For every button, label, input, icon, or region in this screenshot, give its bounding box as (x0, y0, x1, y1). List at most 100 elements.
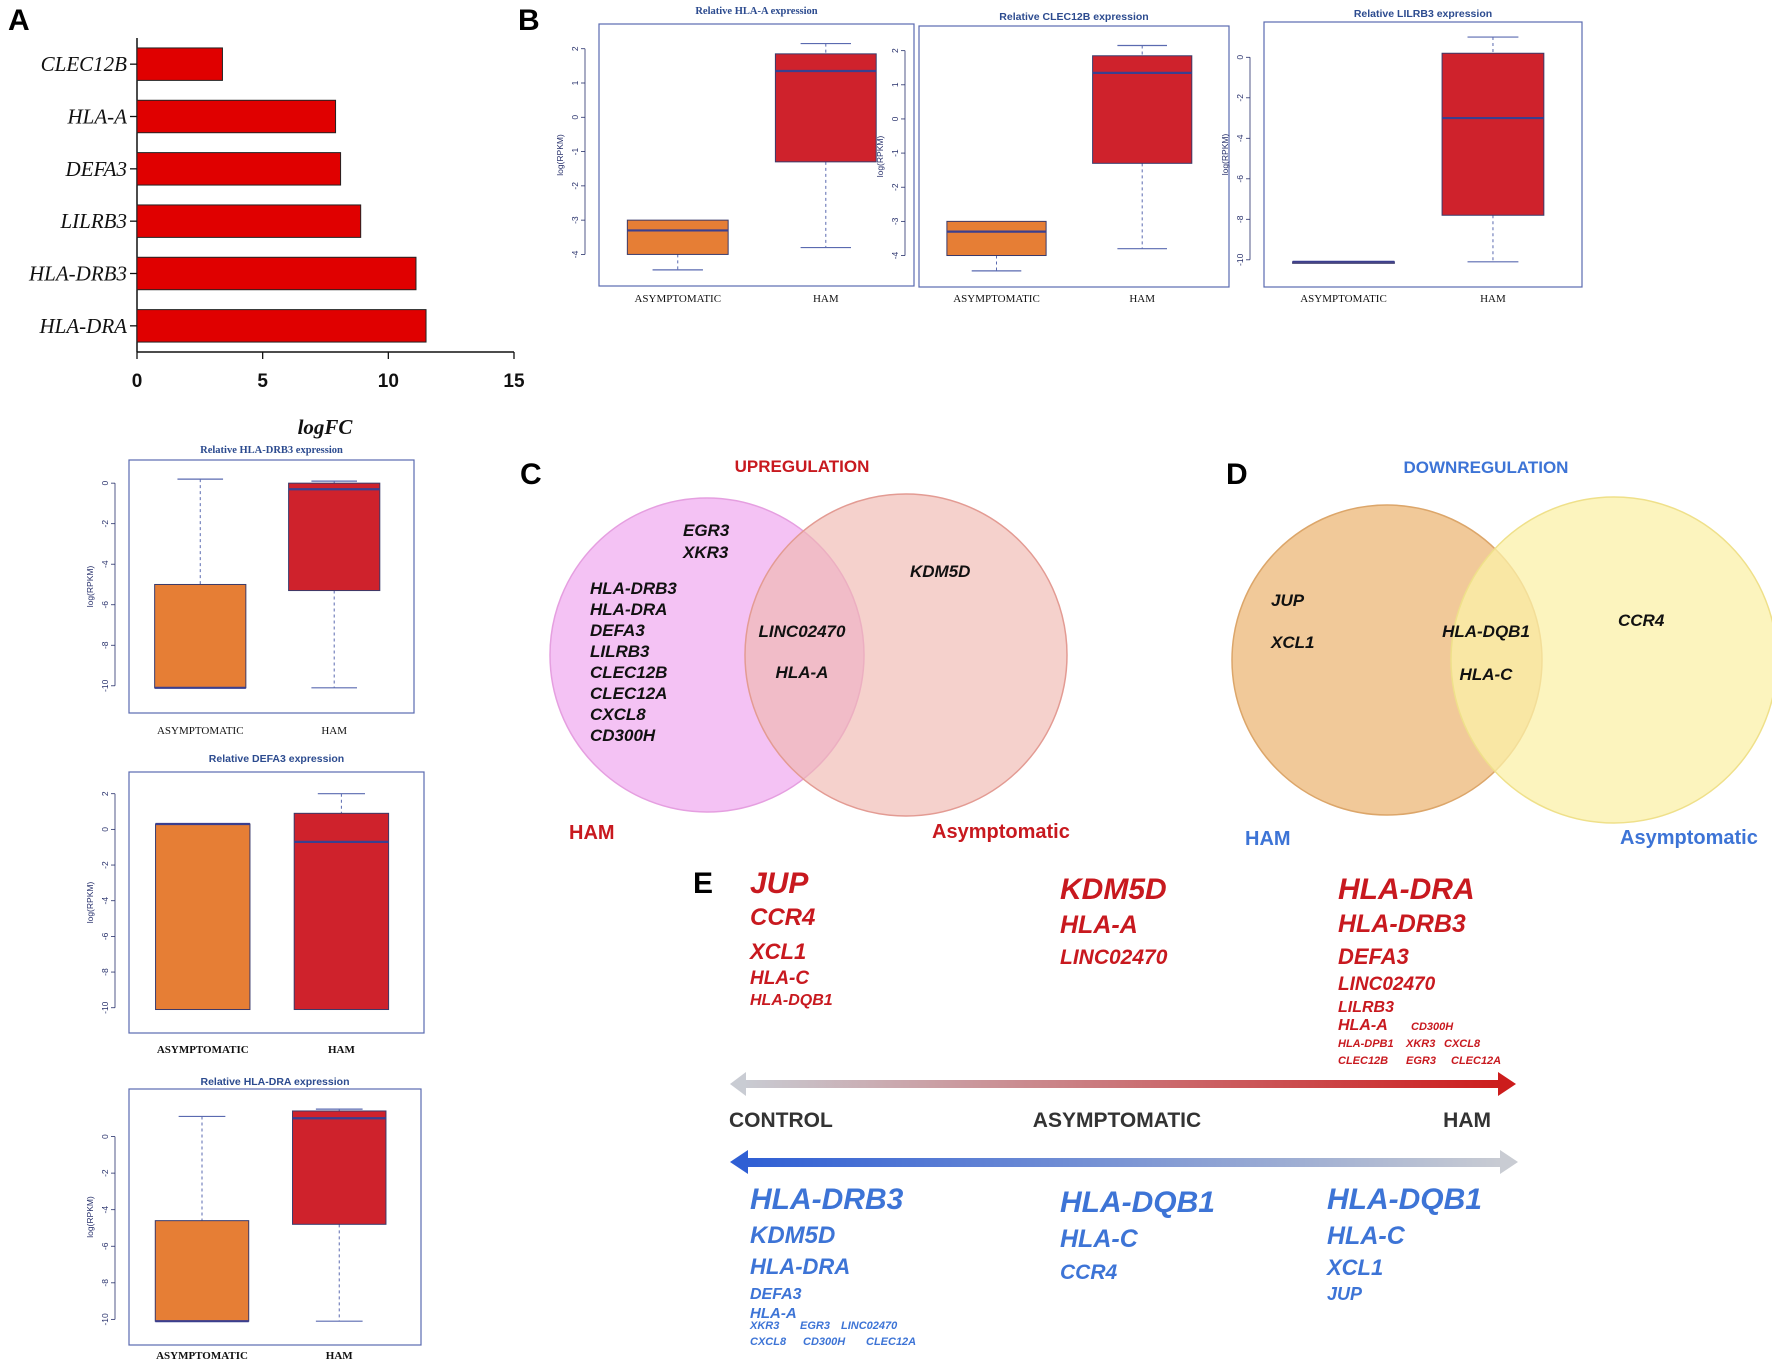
boxplot-ytick-label: -6 (100, 601, 110, 609)
e-up-ham-small-clec12b-5: CLEC12B (1338, 1055, 1388, 1067)
boxplot-ytick-label: -10 (1235, 253, 1245, 266)
bar-xtick-label: 0 (132, 371, 143, 392)
e-up-control-hla-c-3: HLA-C (750, 968, 809, 989)
e-up-control-ccr4-1: CCR4 (750, 904, 815, 931)
boxplot-y-axis-title: log(RPKM) (555, 134, 565, 176)
venn-downregulation: DOWNREGULATION HAM Asymptomatic JUPXCL1 … (1231, 458, 1772, 850)
boxplot-ytick-label: 0 (100, 481, 110, 486)
boxplot-title: Relative LILRB3 expression (1354, 8, 1492, 20)
box-asymptomatic-body (154, 583, 247, 689)
venn-c-ham-label: HAM (569, 822, 615, 844)
bar-label-hla-dra: HLA-DRA (39, 314, 128, 338)
e-down-asym-hla-c-1: HLA-C (1060, 1225, 1139, 1253)
e-up-control-jup-0: JUP (750, 867, 809, 900)
venn-d-asym-circle (1450, 496, 1772, 824)
box-asymptomatic-label: ASYMPTOMATIC (634, 293, 721, 305)
venn-c-gene-cxcl8-6: CXCL8 (590, 705, 646, 724)
e-down-control-small-clec12a-5: CLEC12A (866, 1336, 916, 1348)
box-ham-label: HAM (813, 293, 839, 305)
boxplot-ytick-label: -8 (100, 641, 110, 649)
boxplot-frame (918, 25, 1230, 288)
boxplot-title: Relative HLA-A expression (695, 6, 817, 17)
box-ham-body (288, 482, 381, 592)
e-down-ham-xcl1-2: XCL1 (1325, 1255, 1383, 1280)
venn-c-gene-clec12b-4: CLEC12B (590, 663, 667, 682)
venn-c-right-only-list: KDM5D (910, 562, 970, 581)
venn-d-gene-xcl1-1: XCL1 (1270, 633, 1314, 652)
boxplot-ytick-label: 0 (1235, 55, 1245, 60)
e-down-ham-hla-dqb1-0: HLA-DQB1 (1327, 1183, 1482, 1216)
e-up-ham-list: HLA-DRA HLA-DRB3 DEFA3 LINC02470 LILRB3 (1338, 873, 1475, 1016)
e-up-asym-linc02470-2: LINC02470 (1060, 946, 1168, 969)
e-up-ham-small-cd300h-1: CD300H (1411, 1021, 1454, 1033)
boxplot-ytick-label: -10 (100, 679, 110, 692)
e-down-control-defa3-3: DEFA3 (750, 1286, 802, 1303)
boxplot-title: Relative HLA-DRA expression (201, 1076, 350, 1088)
box-ham-label: HAM (328, 1044, 356, 1056)
boxplot-hla-a: Relative HLA-A expression 2 1 0 -1 -2 -3 -4 log(… (555, 6, 915, 305)
boxplot-ytick-label: -2 (100, 861, 110, 869)
boxplot-ytick-label: 1 (570, 80, 580, 85)
e-up-ham-hla-dra-0: HLA-DRA (1338, 873, 1475, 906)
boxplot-ytick-label: -10 (100, 1313, 110, 1326)
box-asymptomatic-label: ASYMPTOMATIC (953, 293, 1040, 305)
boxplot-ytick-label: 1 (890, 82, 900, 87)
bar-label-lilrb3: LILRB3 (59, 209, 127, 233)
bar-label-clec12b: CLEC12B (41, 52, 128, 76)
bar-lilrb3 (136, 204, 362, 238)
e-down-control-list: HLA-DRB3 KDM5D HLA-DRA DEFA3 HLA-A (750, 1183, 904, 1322)
e-down-control-small-linc02470-2: LINC02470 (841, 1320, 898, 1332)
bar-defa3 (136, 152, 342, 186)
boxplot-ytick-label: 0 (100, 827, 110, 832)
boxplot-frame (128, 1088, 422, 1346)
boxplot-ytick-label: -10 (100, 1001, 110, 1014)
boxplot-defa3: Relative DEFA3 expression 2 0 -2 -4 -6 -8 -10 lo… (85, 753, 425, 1056)
e-down-control-hla-a-4: HLA-A (750, 1305, 797, 1322)
venn-c-gene-defa3-2: DEFA3 (590, 621, 645, 640)
venn-d-right-only-list: CCR4 (1618, 611, 1665, 630)
boxplot-ytick-label: -4 (100, 897, 110, 905)
e-up-ham-small-hla-a-0: HLA-A (1338, 1017, 1388, 1034)
venn-c-gene-lilrb3-3: LILRB3 (590, 642, 650, 661)
bar-label-hla-a: HLA-A (67, 105, 128, 129)
venn-c-gene-clec12a-5: CLEC12A (590, 684, 667, 703)
boxplot-y-axis-title: log(RPKM) (85, 882, 95, 924)
boxplot-ytick-label: 0 (100, 1134, 110, 1139)
box-asymptomatic-label: ASYMPTOMATIC (156, 1350, 248, 1360)
venn-c-gene-hla-dra-1: HLA-DRA (590, 600, 667, 619)
bar-x-axis-title: logFC (298, 415, 354, 439)
boxplot-title: Relative CLEC12B expression (999, 11, 1148, 23)
bar-hla-a (136, 99, 337, 134)
e-up-control-list: JUP CCR4 XCL1 HLA-C HLA-DQB1 (748, 867, 833, 1009)
e-down-control-hla-drb3-0: HLA-DRB3 (750, 1183, 904, 1216)
e-up-ham-lilrb3-4: LILRB3 (1338, 999, 1394, 1016)
box-asymptomatic-label: ASYMPTOMATIC (157, 725, 244, 737)
bar-label-defa3: DEFA3 (65, 157, 127, 181)
boxplot-ytick-label: -4 (890, 251, 900, 259)
boxplot-hla-drb3: Relative HLA-DRB3 expression 0 -2 -4 -6 -8 -10… (85, 445, 415, 737)
box-asymptomatic-label: ASYMPTOMATIC (157, 1044, 249, 1056)
boxplot-ytick-label: 2 (100, 791, 110, 796)
e-up-asym-kdm5d-0: KDM5D (1060, 873, 1167, 906)
box-asymptomatic-body (946, 220, 1047, 257)
panel-label-c: C (520, 458, 542, 491)
boxplot-title: Relative HLA-DRB3 expression (200, 445, 343, 456)
boxplot-ytick-label: -8 (100, 968, 110, 976)
bar-hla-drb3 (136, 256, 417, 291)
venn-c-left-top-list: EGR3 XKR3 (682, 521, 730, 562)
panel-label-d: D (1226, 458, 1248, 491)
venn-c-gene-egr3-0: EGR3 (683, 521, 730, 540)
panel-e-gradient-summary: JUP CCR4 XCL1 HLA-C HLA-DQB1 KDM5D HLA-A LINC0… (729, 867, 1518, 1348)
e-down-asym-hla-dqb1-0: HLA-DQB1 (1060, 1186, 1215, 1219)
e-up-ham-linc02470-3: LINC02470 (1338, 974, 1436, 995)
e-down-ham-list: HLA-DQB1 HLA-C XCL1 JUP (1325, 1183, 1482, 1304)
downregulation-arrow-tail (1500, 1150, 1518, 1174)
bar-xtick-label: 10 (378, 371, 399, 392)
boxplot-ytick-label: -1 (890, 149, 900, 157)
panel-label-b: B (518, 4, 540, 37)
boxplot-ytick-label: -2 (570, 182, 580, 190)
e-up-ham-small-list: HLA-A CD300H HLA-DPB1 XKR3 CXCL8 CLEC12B EGR3 C… (1338, 1017, 1501, 1067)
boxplot-y-axis-title: log(RPKM) (85, 566, 95, 608)
venn-c-gene-cd300h-7: CD300H (590, 726, 656, 745)
